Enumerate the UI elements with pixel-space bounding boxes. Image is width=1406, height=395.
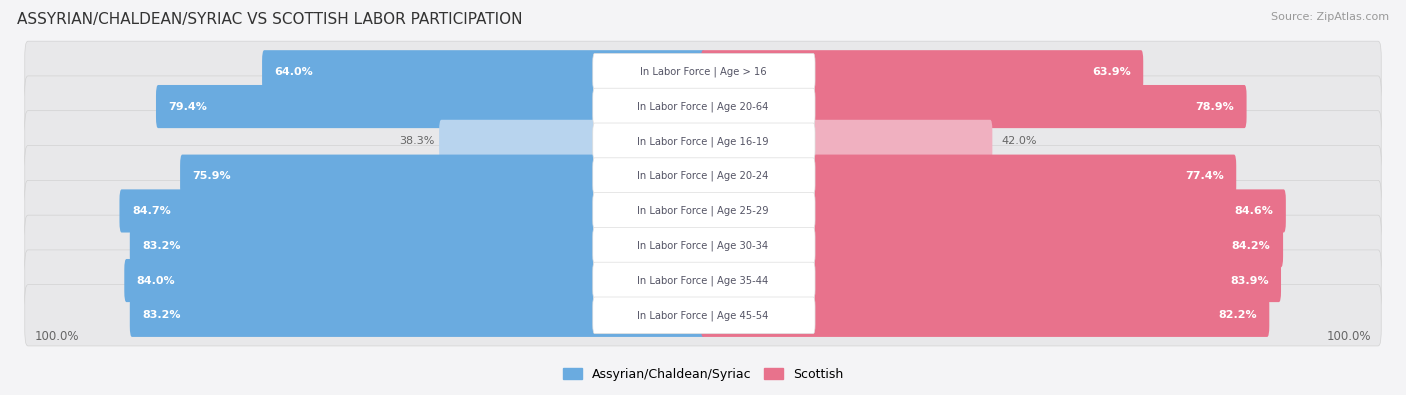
Legend: Assyrian/Chaldean/Syriac, Scottish: Assyrian/Chaldean/Syriac, Scottish [558,363,848,386]
FancyBboxPatch shape [700,189,1286,233]
Text: 100.0%: 100.0% [35,330,79,343]
Text: 84.2%: 84.2% [1232,241,1271,251]
Text: 64.0%: 64.0% [274,67,314,77]
Text: 42.0%: 42.0% [1001,136,1036,147]
FancyBboxPatch shape [700,50,1143,93]
Text: In Labor Force | Age 20-24: In Labor Force | Age 20-24 [637,171,769,181]
FancyBboxPatch shape [156,85,706,128]
Text: 100.0%: 100.0% [1327,330,1371,343]
Text: 84.0%: 84.0% [136,276,176,286]
FancyBboxPatch shape [593,88,815,125]
Text: In Labor Force | Age 35-44: In Labor Force | Age 35-44 [637,275,769,286]
FancyBboxPatch shape [439,120,706,163]
Text: 63.9%: 63.9% [1092,67,1130,77]
Text: In Labor Force | Age 25-29: In Labor Force | Age 25-29 [637,206,769,216]
FancyBboxPatch shape [700,120,993,163]
Text: In Labor Force | Age > 16: In Labor Force | Age > 16 [640,66,766,77]
Text: Source: ZipAtlas.com: Source: ZipAtlas.com [1271,12,1389,22]
Text: 75.9%: 75.9% [193,171,231,181]
Text: 84.7%: 84.7% [132,206,170,216]
Text: In Labor Force | Age 20-64: In Labor Force | Age 20-64 [637,101,769,112]
Text: 78.9%: 78.9% [1195,102,1234,111]
Text: 77.4%: 77.4% [1185,171,1223,181]
Text: In Labor Force | Age 30-34: In Labor Force | Age 30-34 [637,241,769,251]
Text: ASSYRIAN/CHALDEAN/SYRIAC VS SCOTTISH LABOR PARTICIPATION: ASSYRIAN/CHALDEAN/SYRIAC VS SCOTTISH LAB… [17,12,523,27]
FancyBboxPatch shape [593,53,815,90]
Text: In Labor Force | Age 16-19: In Labor Force | Age 16-19 [637,136,769,147]
FancyBboxPatch shape [25,76,1381,137]
FancyBboxPatch shape [25,215,1381,276]
FancyBboxPatch shape [593,262,815,299]
Text: 38.3%: 38.3% [399,136,434,147]
FancyBboxPatch shape [700,224,1284,267]
FancyBboxPatch shape [25,250,1381,311]
FancyBboxPatch shape [25,181,1381,242]
FancyBboxPatch shape [25,285,1381,346]
Text: 83.2%: 83.2% [142,241,181,251]
FancyBboxPatch shape [593,297,815,334]
Text: 84.6%: 84.6% [1234,206,1274,216]
FancyBboxPatch shape [129,294,706,337]
Text: 83.2%: 83.2% [142,310,181,320]
FancyBboxPatch shape [593,158,815,194]
FancyBboxPatch shape [129,224,706,267]
FancyBboxPatch shape [593,123,815,160]
FancyBboxPatch shape [262,50,706,93]
FancyBboxPatch shape [180,154,706,198]
Text: 79.4%: 79.4% [169,102,207,111]
FancyBboxPatch shape [120,189,706,233]
Text: 82.2%: 82.2% [1218,310,1257,320]
FancyBboxPatch shape [25,145,1381,207]
FancyBboxPatch shape [25,111,1381,172]
FancyBboxPatch shape [700,154,1236,198]
FancyBboxPatch shape [25,41,1381,102]
FancyBboxPatch shape [700,259,1281,302]
Text: In Labor Force | Age 45-54: In Labor Force | Age 45-54 [637,310,769,321]
Text: 83.9%: 83.9% [1230,276,1268,286]
FancyBboxPatch shape [700,294,1270,337]
FancyBboxPatch shape [700,85,1247,128]
FancyBboxPatch shape [593,193,815,229]
FancyBboxPatch shape [593,228,815,264]
FancyBboxPatch shape [124,259,706,302]
